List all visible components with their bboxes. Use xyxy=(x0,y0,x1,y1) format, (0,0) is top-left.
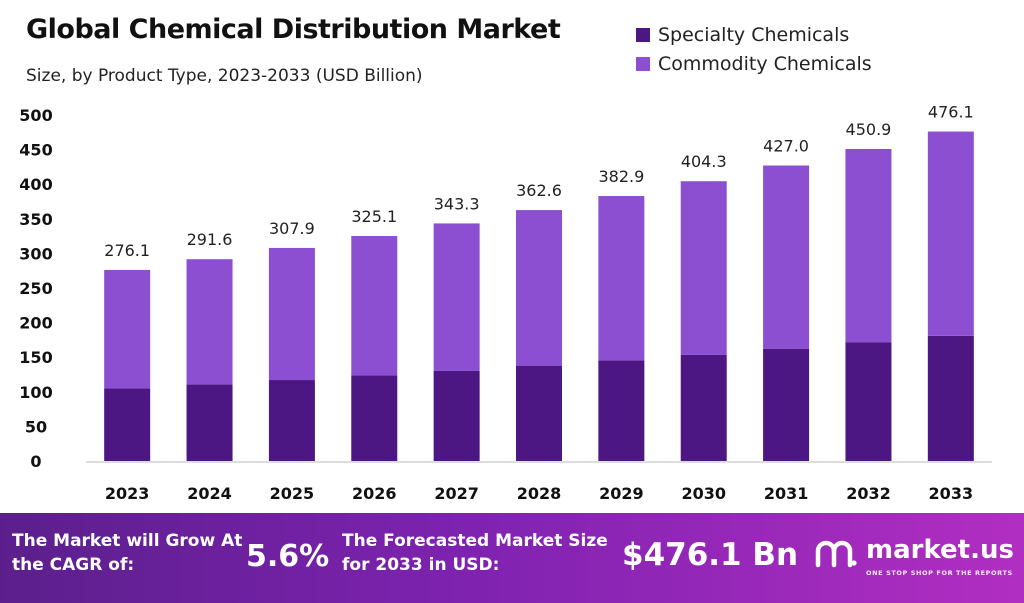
x-tick-label: 2023 xyxy=(105,484,150,503)
bar-specialty xyxy=(845,342,892,461)
bar-commodity xyxy=(516,210,562,366)
stacked-bar-chart: 0 50 100 150 200 250 300 350 400 450 500 276.1 2023 2… xyxy=(19,103,992,503)
legend-item-commodity: Commodity Chemicals xyxy=(636,49,872,78)
y-tick-label: 300 xyxy=(19,244,52,263)
bar-total-label: 276.1 xyxy=(104,241,150,260)
cagr-value: 5.6% xyxy=(246,539,330,574)
bar-specialty xyxy=(268,380,315,461)
legend-item-specialty: Specialty Chemicals xyxy=(636,20,872,49)
bar-specialty xyxy=(351,375,398,461)
y-tick-label: 150 xyxy=(19,348,52,367)
brand-tagline: ONE STOP SHOP FOR THE REPORTS xyxy=(866,569,1013,577)
y-tick-label: 0 xyxy=(30,452,41,471)
x-tick-label: 2032 xyxy=(846,484,891,503)
legend-swatch-specialty xyxy=(636,27,650,42)
bar-specialty xyxy=(516,365,562,461)
bar-total-label: 307.9 xyxy=(269,219,315,238)
bar-specialty xyxy=(680,354,727,461)
y-tick-label: 100 xyxy=(19,383,52,402)
chart-subtitle: Size, by Product Type, 2023-2033 (USD Bi… xyxy=(26,66,423,86)
x-tick-label: 2025 xyxy=(270,484,315,503)
legend: Specialty Chemicals Commodity Chemicals xyxy=(636,20,872,78)
y-tick-label: 200 xyxy=(19,314,52,333)
market-us-logo-icon xyxy=(815,540,857,568)
x-tick-label: 2030 xyxy=(681,484,726,503)
bar-commodity xyxy=(927,131,974,336)
legend-swatch-commodity xyxy=(636,56,650,71)
x-tick-label: 2029 xyxy=(599,484,644,503)
y-tick-label: 250 xyxy=(19,279,52,298)
bar-total-label: 450.9 xyxy=(846,120,892,139)
legend-label-specialty: Specialty Chemicals xyxy=(658,23,850,46)
bar-commodity xyxy=(598,196,645,361)
forecast-value: $476.1 Bn xyxy=(622,537,799,573)
bar-commodity xyxy=(268,247,315,381)
cagr-label: The Market will Grow At the CAGR of: xyxy=(12,531,243,575)
bar-total-label: 362.6 xyxy=(516,181,562,200)
legend-label-commodity: Commodity Chemicals xyxy=(658,52,872,75)
bar-commodity xyxy=(680,181,727,355)
chart-title: Global Chemical Distribution Market xyxy=(26,14,561,45)
bar-total-label: 325.1 xyxy=(351,207,397,226)
bar-commodity xyxy=(845,148,892,343)
bar-total-label: 382.9 xyxy=(598,167,644,186)
y-tick-label: 450 xyxy=(19,141,52,160)
bar-specialty xyxy=(927,335,974,461)
x-tick-label: 2027 xyxy=(434,484,479,503)
bar-commodity xyxy=(433,223,480,371)
bar-commodity xyxy=(351,236,398,376)
x-tick-label: 2033 xyxy=(929,484,974,503)
x-tick-label: 2024 xyxy=(187,484,232,503)
bar-specialty xyxy=(104,388,151,461)
bar-total-label: 291.6 xyxy=(187,230,233,249)
y-tick-label: 400 xyxy=(19,175,52,194)
summary-footer: The Market will Grow At the CAGR of: 5.6… xyxy=(0,513,1024,603)
bar-total-label: 343.3 xyxy=(434,194,480,213)
bar-commodity xyxy=(104,269,151,389)
y-tick-label: 500 xyxy=(19,106,52,125)
x-tick-label: 2028 xyxy=(517,484,562,503)
y-tick-label: 350 xyxy=(19,210,52,229)
bar-commodity xyxy=(763,165,810,349)
x-tick-label: 2031 xyxy=(764,484,809,503)
forecast-label: The Forecasted Market Size for 2033 in U… xyxy=(342,531,608,575)
brand-name: market.us xyxy=(866,535,1014,565)
bar-specialty xyxy=(433,370,480,461)
bar-specialty xyxy=(598,360,645,461)
x-tick-label: 2026 xyxy=(352,484,397,503)
y-tick-label: 50 xyxy=(25,417,47,436)
bar-specialty xyxy=(186,384,233,461)
bar-total-label: 476.1 xyxy=(928,103,974,122)
bar-specialty xyxy=(763,348,810,461)
bar-commodity xyxy=(186,259,233,385)
bar-total-label: 427.0 xyxy=(763,137,809,156)
bar-total-label: 404.3 xyxy=(681,152,727,171)
